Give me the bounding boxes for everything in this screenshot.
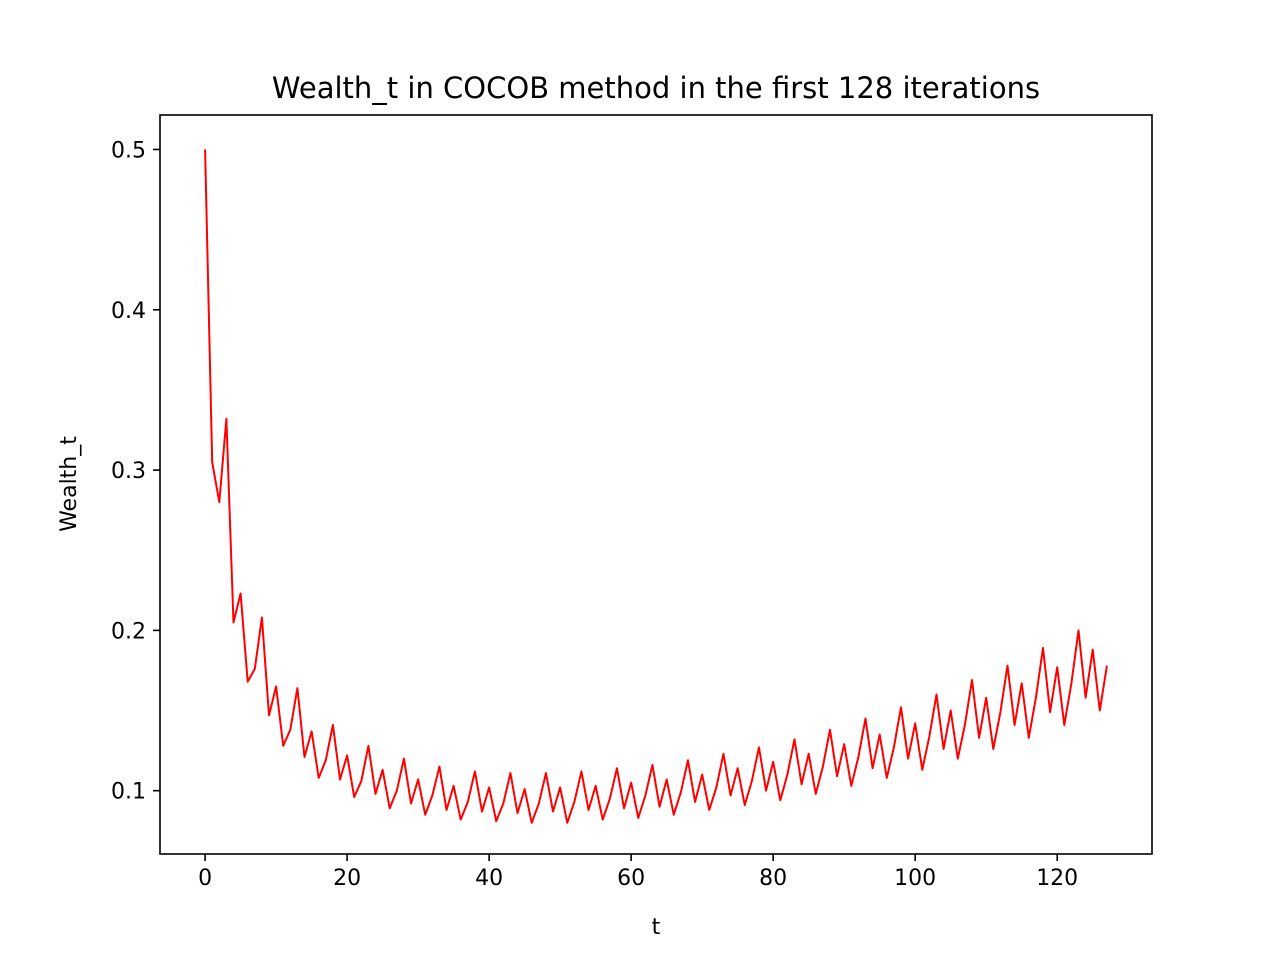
- chart-title: Wealth_t in COCOB method in the first 12…: [272, 71, 1040, 105]
- y-tick-label: 0.1: [111, 780, 146, 805]
- x-axis-label: t: [652, 915, 661, 940]
- y-tick-label: 0.2: [111, 619, 146, 644]
- y-tick-label: 0.3: [111, 459, 146, 484]
- plot-area: 0 20 40 60 80 100 120 0.1 0.2 0.3 0.4 0.5: [111, 114, 1153, 891]
- x-tick-label: 80: [759, 866, 787, 891]
- x-tick-label: 120: [1036, 866, 1078, 891]
- plot-frame: [159, 114, 1153, 855]
- x-tick-label: 60: [617, 866, 645, 891]
- series-line-0: [204, 149, 1108, 824]
- x-tick-label: 0: [198, 866, 212, 891]
- x-tick-label: 40: [475, 866, 503, 891]
- y-tick-label: 0.4: [111, 299, 146, 324]
- y-axis-label: Wealth_t: [57, 436, 82, 532]
- x-tick-label: 100: [894, 866, 936, 891]
- y-tick-label: 0.5: [111, 138, 146, 163]
- x-tick-label: 20: [333, 866, 361, 891]
